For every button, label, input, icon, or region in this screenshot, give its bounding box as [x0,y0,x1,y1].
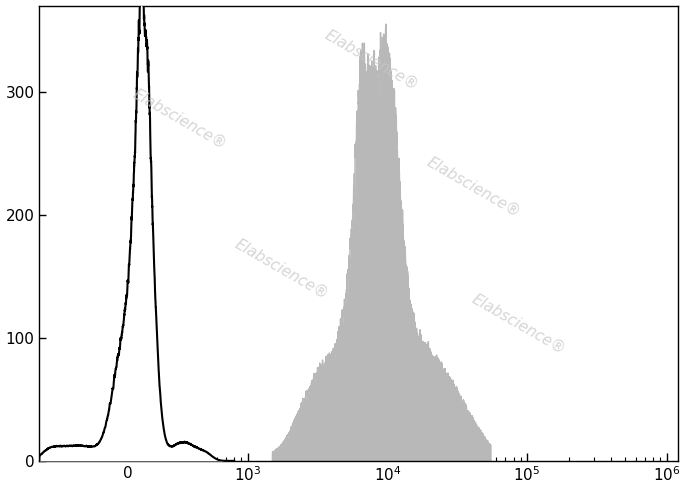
Text: Elabscience®: Elabscience® [424,155,523,220]
Text: Elabscience®: Elabscience® [233,237,332,302]
Text: Elabscience®: Elabscience® [469,292,568,357]
Text: Elabscience®: Elabscience® [322,27,421,93]
Text: Elabscience®: Elabscience® [131,87,229,152]
